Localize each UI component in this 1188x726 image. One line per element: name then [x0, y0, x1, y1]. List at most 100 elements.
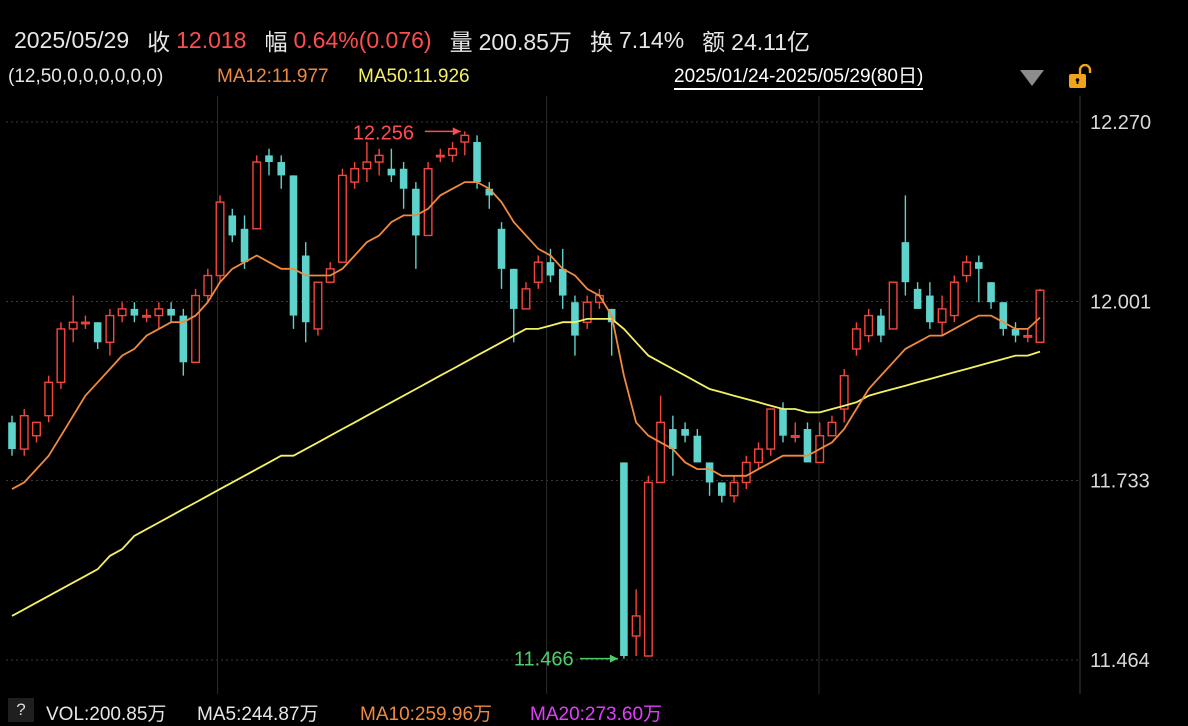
candle[interactable]: [631, 589, 641, 656]
candle-body: [937, 308, 947, 323]
candle[interactable]: [546, 248, 555, 283]
candle[interactable]: [669, 415, 677, 476]
candle[interactable]: [790, 422, 800, 443]
candle[interactable]: [656, 395, 666, 484]
candle[interactable]: [718, 482, 726, 503]
candle[interactable]: [80, 315, 90, 329]
candle[interactable]: [643, 475, 653, 657]
candle[interactable]: [130, 302, 139, 323]
lock-icon[interactable]: [1066, 64, 1096, 90]
candle[interactable]: [681, 422, 689, 443]
candle[interactable]: [228, 208, 237, 243]
candle[interactable]: [399, 162, 408, 209]
candle[interactable]: [265, 148, 273, 176]
candle[interactable]: [582, 295, 592, 329]
candle-body: [240, 228, 249, 263]
min-arrow-head: [609, 654, 618, 663]
indicator-params[interactable]: (12,50,0,0,0,0,0,0): [8, 66, 164, 87]
candle[interactable]: [729, 475, 739, 503]
vol-readout: VOL:200.85万: [46, 704, 167, 725]
candle[interactable]: [56, 322, 66, 389]
candle-body: [448, 147, 458, 157]
help-button[interactable]: ?: [8, 698, 34, 722]
candle[interactable]: [827, 415, 837, 437]
candle[interactable]: [215, 195, 225, 283]
candle[interactable]: [937, 295, 947, 336]
candle[interactable]: [913, 282, 922, 309]
candle[interactable]: [864, 308, 874, 343]
candle[interactable]: [350, 162, 360, 189]
triangle-down-icon[interactable]: [1020, 70, 1044, 86]
candle[interactable]: [705, 462, 714, 496]
candle[interactable]: [179, 308, 188, 376]
candle[interactable]: [1011, 322, 1020, 343]
candle[interactable]: [815, 422, 825, 464]
candle[interactable]: [93, 322, 102, 349]
candle[interactable]: [975, 255, 983, 303]
candle[interactable]: [888, 281, 898, 330]
candle[interactable]: [558, 248, 567, 309]
candle[interactable]: [362, 142, 372, 183]
candle[interactable]: [741, 455, 751, 490]
candle-body: [105, 314, 115, 343]
candle[interactable]: [987, 282, 995, 309]
candle[interactable]: [423, 162, 433, 237]
candle[interactable]: [851, 322, 861, 356]
y-tick-label: 12.270: [1090, 112, 1151, 134]
candle[interactable]: [533, 255, 543, 289]
candle[interactable]: [962, 255, 972, 283]
candle[interactable]: [325, 262, 335, 283]
candle[interactable]: [240, 215, 249, 269]
candle[interactable]: [31, 421, 41, 443]
candle[interactable]: [766, 408, 776, 456]
candle[interactable]: [926, 282, 934, 329]
date-range-selector[interactable]: 2025/01/24-2025/05/29(80日): [674, 66, 924, 90]
candle[interactable]: [191, 288, 201, 363]
candle[interactable]: [301, 242, 310, 343]
candle[interactable]: [620, 462, 628, 659]
candle[interactable]: [877, 308, 885, 343]
candle-body: [521, 288, 531, 310]
candle[interactable]: [460, 131, 470, 156]
candle[interactable]: [167, 302, 175, 323]
candle[interactable]: [485, 182, 494, 209]
candle[interactable]: [8, 415, 16, 456]
candle[interactable]: [571, 295, 579, 356]
candle[interactable]: [521, 282, 531, 310]
candle[interactable]: [1035, 288, 1045, 343]
candle[interactable]: [203, 268, 213, 303]
candle[interactable]: [252, 155, 262, 230]
candle[interactable]: [497, 222, 506, 289]
candle[interactable]: [839, 368, 849, 423]
candle-body: [656, 421, 666, 484]
candle[interactable]: [142, 308, 152, 323]
candle-body: [827, 421, 837, 437]
candle-body: [839, 374, 849, 410]
candle[interactable]: [154, 302, 164, 329]
candle[interactable]: [435, 148, 445, 163]
candle[interactable]: [412, 182, 420, 269]
candle[interactable]: [277, 155, 286, 189]
candle[interactable]: [901, 195, 910, 296]
candle[interactable]: [509, 268, 518, 343]
candle[interactable]: [289, 175, 298, 329]
candle[interactable]: [19, 409, 29, 456]
candle-body: [913, 288, 922, 309]
candle[interactable]: [313, 281, 323, 336]
candle[interactable]: [693, 429, 702, 463]
candle[interactable]: [473, 135, 481, 189]
candle-body: [790, 435, 800, 438]
candle[interactable]: [117, 302, 127, 323]
candle[interactable]: [44, 375, 54, 423]
candle[interactable]: [68, 295, 78, 343]
candle[interactable]: [387, 148, 396, 183]
candle[interactable]: [1023, 328, 1033, 343]
candle[interactable]: [105, 308, 115, 356]
candle[interactable]: [374, 148, 384, 176]
candle[interactable]: [949, 275, 959, 323]
candle[interactable]: [337, 168, 347, 263]
candle[interactable]: [999, 302, 1008, 336]
candle[interactable]: [448, 142, 458, 163]
candle[interactable]: [754, 442, 764, 470]
